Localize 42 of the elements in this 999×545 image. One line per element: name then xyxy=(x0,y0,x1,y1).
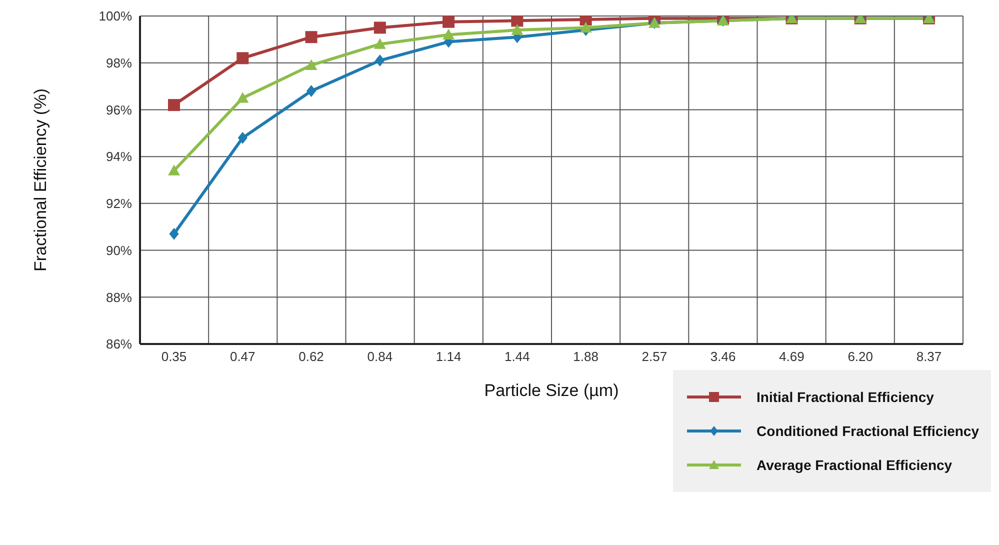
y-tick-label: 92% xyxy=(106,196,132,212)
point xyxy=(375,54,385,67)
point xyxy=(168,99,180,112)
legend-label: Initial Fractional Efficiency xyxy=(756,389,934,405)
point xyxy=(236,92,249,103)
y-tick-label: 94% xyxy=(106,149,132,164)
legend-label: Conditioned Fractional Efficiency xyxy=(756,423,979,439)
point xyxy=(305,59,318,70)
x-tick-label: 0.47 xyxy=(230,349,256,364)
y-tick-label: 96% xyxy=(106,102,132,118)
point xyxy=(168,164,180,176)
x-tick-label: 0.62 xyxy=(298,349,324,364)
x-axis-title: Particle Size (µm) xyxy=(484,381,619,400)
y-tick-label: 100% xyxy=(98,8,132,24)
point xyxy=(580,22,592,33)
point xyxy=(511,16,524,27)
point xyxy=(511,24,524,35)
x-tick-label: 1.88 xyxy=(573,349,598,364)
y-tick-label: 98% xyxy=(106,55,132,70)
y-tick-label: 88% xyxy=(106,290,132,305)
x-tick-label: 3.46 xyxy=(710,349,736,364)
point xyxy=(442,28,455,40)
point xyxy=(374,22,386,34)
point xyxy=(169,228,179,240)
point xyxy=(305,31,318,44)
x-tick-label: 1.44 xyxy=(504,349,530,364)
x-tick-label: 1.14 xyxy=(436,349,462,364)
y-tick-label: 86% xyxy=(106,336,132,352)
legend-label: Average Fractional Efficiency xyxy=(756,457,952,473)
point xyxy=(236,52,249,64)
x-tick-label: 0.84 xyxy=(367,349,393,364)
y-tick-label: 90% xyxy=(106,242,132,258)
point xyxy=(374,38,386,49)
x-tick-label: 6.20 xyxy=(848,349,874,364)
x-tick-label: 4.69 xyxy=(779,349,804,364)
x-tick-label: 8.37 xyxy=(916,349,942,364)
point xyxy=(306,84,316,97)
x-tick-label: 0.35 xyxy=(161,349,187,364)
y-axis-title: Fractional Efficiency (%) xyxy=(31,88,50,272)
x-tick-label: 2.57 xyxy=(642,349,668,364)
point xyxy=(442,16,455,28)
point xyxy=(238,132,248,144)
